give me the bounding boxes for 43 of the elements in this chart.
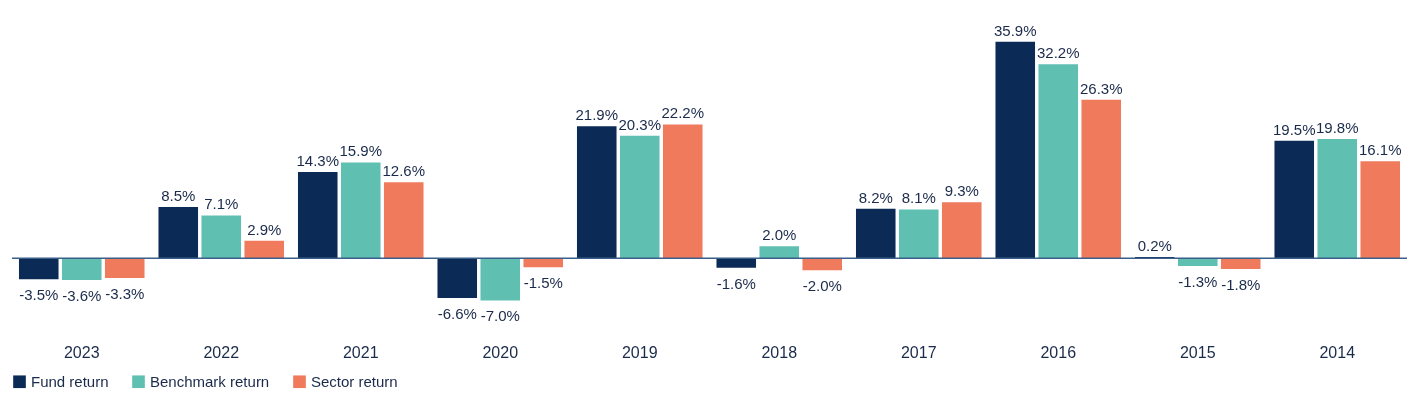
x-tick-label: 2021 (342, 343, 379, 361)
x-tick-label: 2016 (1040, 343, 1077, 361)
x-tick-label: 2017 (900, 343, 937, 361)
data-label: -6.6% (437, 304, 477, 322)
data-label: -7.0% (480, 307, 520, 325)
data-label: 9.3% (944, 182, 979, 200)
data-label: -3.5% (19, 286, 59, 304)
data-label: 22.2% (661, 104, 705, 122)
data-label: -3.3% (105, 285, 145, 303)
data-label: -3.6% (62, 286, 102, 304)
data-label: 0.2% (1137, 237, 1172, 254)
x-tick-label: 2015 (1179, 343, 1216, 361)
data-label: 16.1% (1358, 141, 1402, 159)
data-label: 32.2% (1036, 44, 1080, 62)
data-label: -1.3% (1178, 273, 1218, 291)
data-label: 35.9% (993, 21, 1037, 39)
legend-label: Sector return (311, 372, 398, 390)
data-label: 20.3% (618, 115, 662, 133)
data-label: 19.5% (1272, 120, 1316, 138)
data-label: 15.9% (339, 142, 383, 160)
data-label: 14.3% (296, 152, 340, 170)
legend-label: Fund return (31, 372, 109, 390)
data-label: 21.9% (575, 106, 619, 124)
data-label: 2.9% (247, 220, 282, 238)
data-label: 8.1% (901, 189, 936, 207)
data-label: 8.2% (858, 188, 893, 206)
legend-label: Benchmark return (150, 372, 270, 390)
x-tick-label: 2023 (63, 343, 100, 361)
data-label: -1.8% (1221, 276, 1261, 294)
data-label: 12.6% (382, 162, 426, 180)
data-label: 19.8% (1315, 118, 1359, 136)
data-label: -2.0% (802, 277, 842, 295)
x-tick-label: 2019 (621, 343, 658, 361)
x-tick-label: 2022 (203, 343, 240, 361)
data-label: -1.6% (716, 274, 756, 292)
x-tick-label: 2014 (1319, 343, 1356, 361)
data-label: 2.0% (762, 226, 797, 244)
data-label: 8.5% (161, 186, 196, 204)
data-label: 7.1% (204, 195, 239, 213)
x-tick-label: 2018 (761, 343, 798, 361)
data-label: -1.5% (523, 274, 563, 292)
data-label: 26.3% (1079, 79, 1123, 97)
x-tick-label: 2020 (482, 343, 519, 361)
